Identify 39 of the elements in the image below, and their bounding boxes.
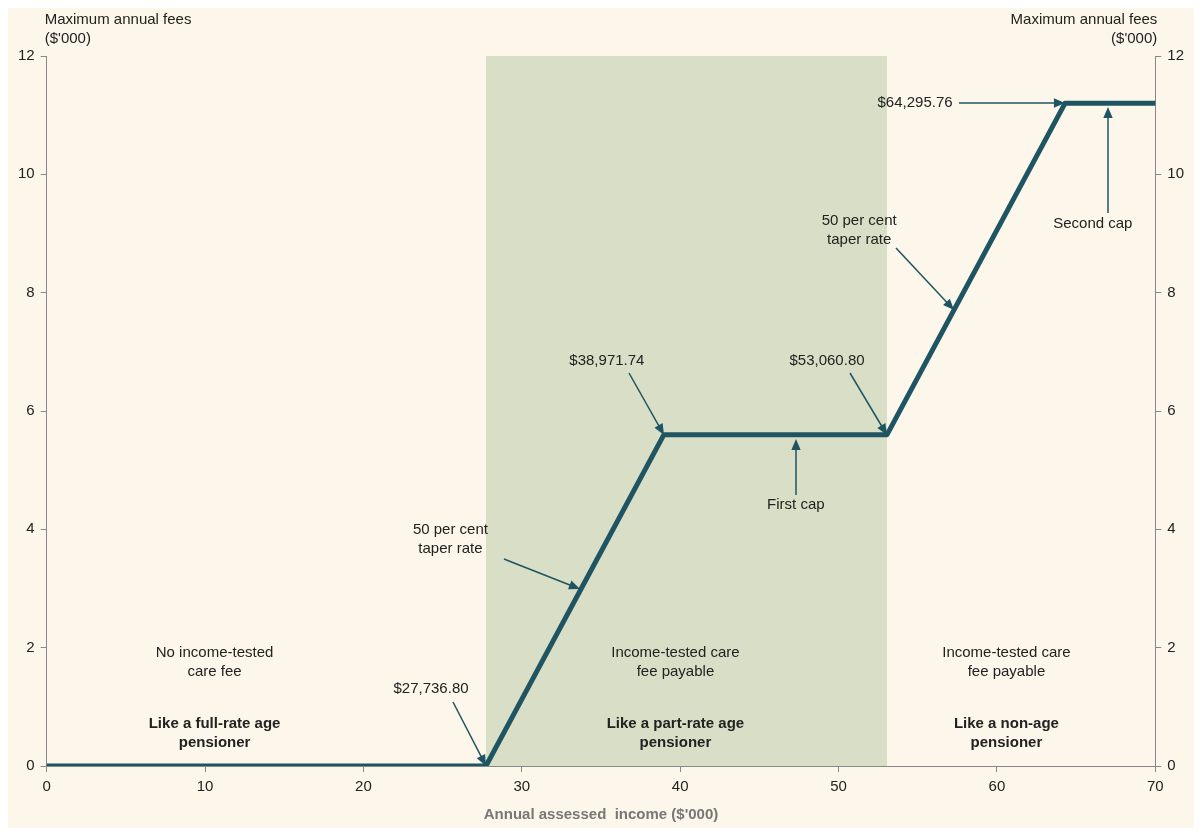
y-tick-label: 10 xyxy=(18,164,35,182)
y-tick-label: 8 xyxy=(26,282,35,300)
annotation: Income-tested care fee payable xyxy=(611,643,740,680)
y-tick-label: 4 xyxy=(26,519,35,537)
y2-tick-label: 6 xyxy=(1167,401,1176,419)
y-tick-label: 12 xyxy=(18,46,35,64)
y-tick-label: 0 xyxy=(26,756,35,774)
x-tick-label: 0 xyxy=(42,777,51,795)
x-tick-label: 40 xyxy=(671,777,689,795)
x-tick-label: 60 xyxy=(988,777,1006,795)
x-tick-label: 50 xyxy=(830,777,847,795)
y-tick-label: 6 xyxy=(26,401,35,419)
x-tick-label: 10 xyxy=(196,777,214,795)
y2-axis-title: Maximum annual fees ($'000) xyxy=(1010,10,1158,47)
annotation: $38,971.74 xyxy=(569,350,645,368)
y-tick-label: 2 xyxy=(26,637,35,655)
annotation: Like a non-age pensioner xyxy=(953,714,1059,751)
annotation: First cap xyxy=(767,494,825,512)
y2-tick-label: 12 xyxy=(1167,46,1184,64)
annotation: Like a part-rate age pensioner xyxy=(606,714,745,751)
annotation: 50 per cent taper rate xyxy=(821,211,898,248)
y-axis-title: Maximum annual fees ($'000) xyxy=(44,10,192,47)
annotation: $64,295.76 xyxy=(877,93,953,111)
x-tick-label: 70 xyxy=(1146,777,1164,795)
x-axis-title: Annual assessed income ($'000) xyxy=(483,805,719,823)
annotation: No income-tested care fee xyxy=(155,643,274,680)
annotation: $27,736.80 xyxy=(393,679,469,697)
x-tick-label: 30 xyxy=(513,777,531,795)
annotation: Income-tested care fee payable xyxy=(942,643,1071,680)
annotation: $53,060.80 xyxy=(789,350,865,368)
annotation: Like a full-rate age pensioner xyxy=(148,714,281,751)
y2-tick-label: 0 xyxy=(1167,756,1176,774)
y2-tick-label: 8 xyxy=(1167,282,1176,300)
annotation: 50 per cent taper rate xyxy=(412,520,489,557)
y2-tick-label: 10 xyxy=(1167,164,1184,182)
annotation: Second cap xyxy=(1053,214,1133,232)
y2-tick-label: 2 xyxy=(1167,637,1176,655)
y2-tick-label: 4 xyxy=(1167,519,1176,537)
x-tick-label: 20 xyxy=(355,777,372,795)
